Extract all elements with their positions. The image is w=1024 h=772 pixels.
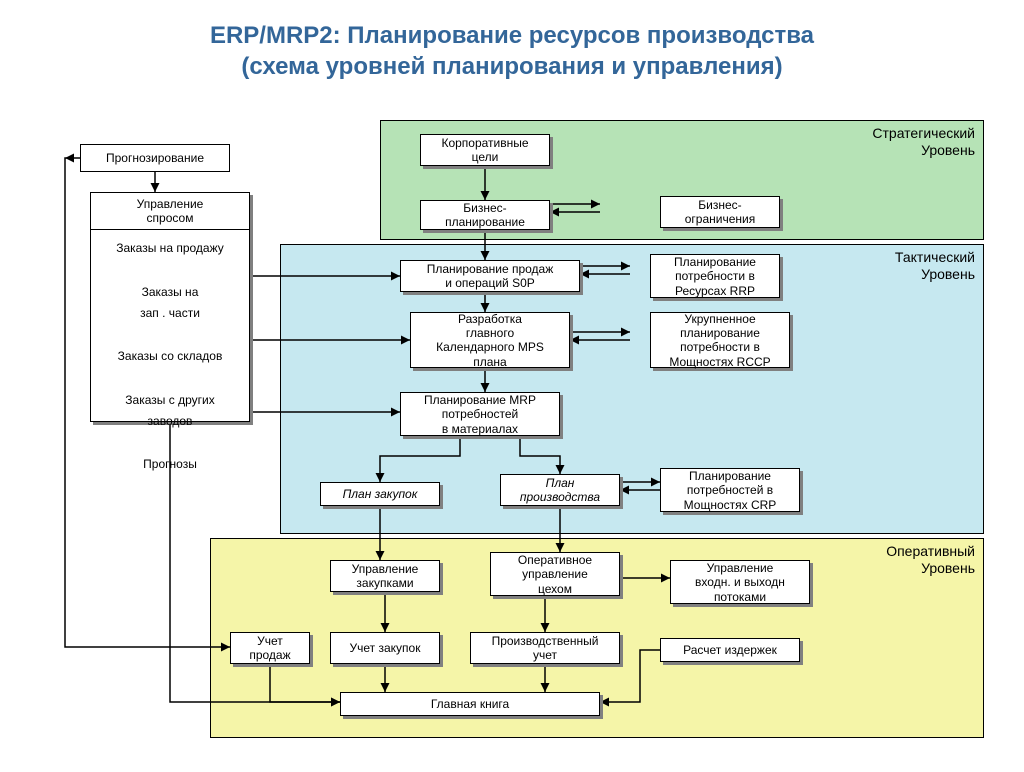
page-title: ERP/MRP2: Планирование ресурсов производ… — [0, 0, 1024, 92]
box-prod_acct: Производственныйучет — [470, 632, 620, 664]
region-label-strategic: СтратегическийУровень — [872, 125, 975, 159]
box-shop_mgmt: Оперативноеуправлениецехом — [490, 552, 620, 596]
region-label-tactical: ТактическийУровень — [895, 249, 975, 283]
box-forecast: Прогнозирование — [80, 144, 230, 172]
demand-items: Заказы на продажуЗаказы назап . частиЗак… — [91, 230, 249, 484]
box-sales_acct: Учетпродаж — [230, 632, 310, 664]
diagram-canvas: СтратегическийУровень ТактическийУровень О… — [0, 92, 1024, 772]
box-rrp: Планированиепотребности вРесурсах RRP — [650, 254, 780, 298]
box-biz_constr: Бизнес-ограничения — [660, 196, 780, 228]
box-mrp: Планирование MRPпотребностейв материалах — [400, 392, 560, 436]
title-line2: (схема уровней планирования и управления… — [241, 53, 782, 80]
box-rccp: Укрупненноепланированиепотребности вМощн… — [650, 312, 790, 368]
box-biz_plan: Бизнес-планирование — [420, 200, 550, 230]
box-crp: Планированиепотребностей вМощностях CRP — [660, 468, 800, 512]
box-purch_mgmt: Управлениезакупками — [330, 560, 440, 592]
box-corp_goals: Корпоративныецели — [420, 134, 550, 166]
box-purch_plan: План закупок — [320, 482, 440, 506]
box-mps: РазработкаглавногоКалендарного MPSплана — [410, 312, 570, 368]
box-cost_calc: Расчет издержек — [660, 638, 800, 662]
title-line1: ERP/MRP2: Планирование ресурсов производ… — [210, 22, 814, 49]
region-label-operational: ОперативныйУровень — [886, 543, 975, 577]
box-demand-mgmt: УправлениеспросомЗаказы на продажуЗаказы… — [90, 192, 250, 422]
demand-title: Управлениеспросом — [91, 193, 249, 230]
box-purch_acct: Учет закупок — [330, 632, 440, 664]
box-ledger: Главная книга — [340, 692, 600, 716]
box-prod_plan: Планпроизводства — [500, 474, 620, 506]
box-sop: Планирование продажи операций S0P — [400, 260, 580, 292]
box-io_ctrl: Управлениевходн. и выходнпотоками — [670, 560, 810, 604]
